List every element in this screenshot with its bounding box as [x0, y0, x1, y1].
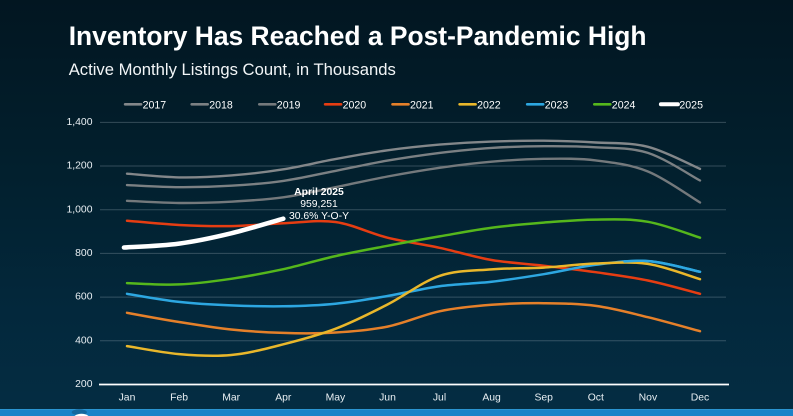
svg-text:2018: 2018 [209, 100, 233, 112]
svg-text:200: 200 [75, 379, 93, 390]
svg-text:Aug: Aug [482, 392, 501, 403]
svg-text:2017: 2017 [143, 100, 167, 112]
svg-text:Mar: Mar [222, 392, 240, 403]
svg-text:2020: 2020 [343, 100, 367, 112]
svg-text:1,000: 1,000 [66, 204, 92, 215]
svg-text:Jan: Jan [119, 392, 136, 403]
svg-text:2019: 2019 [277, 100, 301, 112]
svg-text:30.6% Y-O-Y: 30.6% Y-O-Y [289, 211, 349, 222]
svg-text:Dec: Dec [691, 392, 709, 403]
svg-text:400: 400 [75, 335, 93, 346]
svg-text:May: May [326, 392, 346, 403]
svg-text:Oct: Oct [588, 392, 604, 403]
svg-text:800: 800 [75, 248, 93, 259]
svg-text:1,400: 1,400 [66, 117, 92, 128]
svg-text:Apr: Apr [275, 392, 292, 403]
svg-text:2023: 2023 [545, 100, 569, 112]
svg-text:2022: 2022 [477, 100, 501, 112]
svg-text:Jun: Jun [379, 392, 396, 403]
svg-text:2024: 2024 [612, 100, 636, 112]
svg-text:Feb: Feb [170, 392, 188, 403]
svg-text:2021: 2021 [410, 100, 434, 112]
svg-text:2025: 2025 [679, 100, 703, 112]
svg-text:959,251: 959,251 [300, 199, 338, 210]
svg-text:Jul: Jul [433, 392, 446, 403]
svg-text:Sep: Sep [534, 392, 553, 403]
svg-text:Nov: Nov [639, 392, 658, 403]
svg-text:1,200: 1,200 [66, 161, 92, 172]
svg-text:April 2025: April 2025 [294, 187, 344, 198]
svg-text:600: 600 [75, 292, 93, 303]
